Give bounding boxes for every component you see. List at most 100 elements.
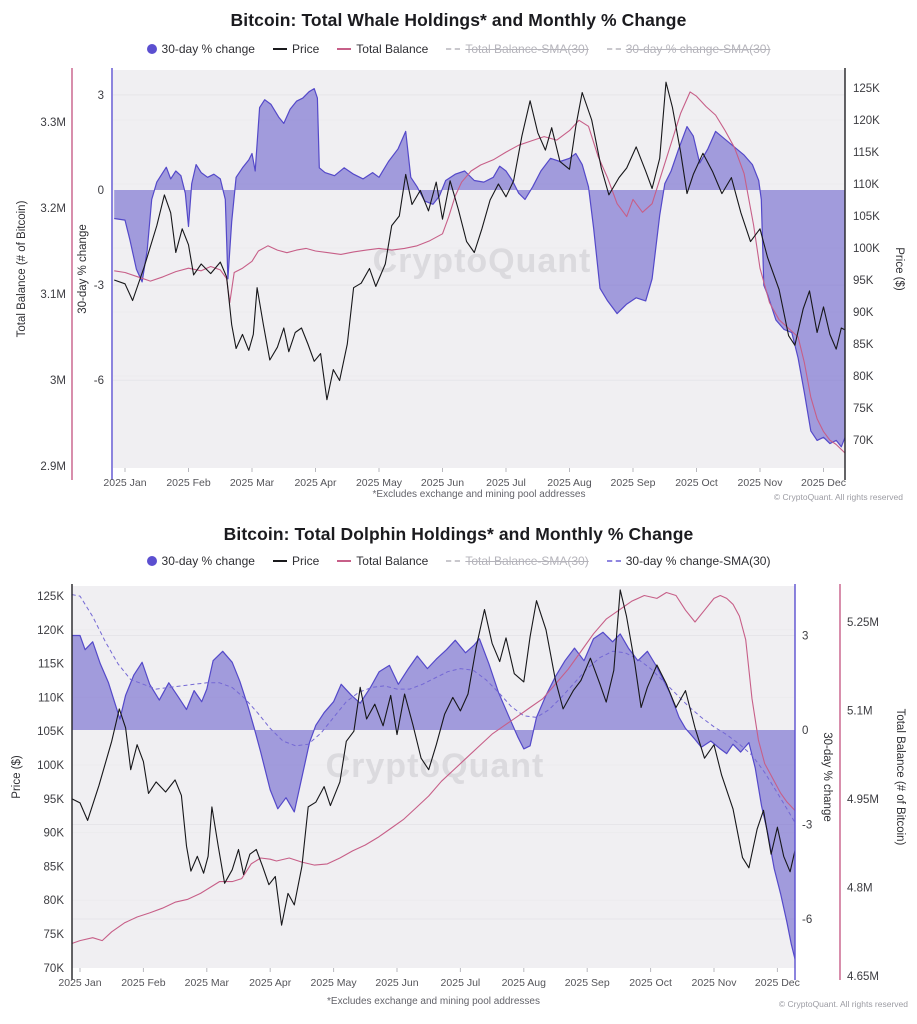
pct-change-tick-label: -3: [802, 820, 812, 832]
total-balance-tick-label: 3.3M: [40, 117, 66, 129]
plot-background: [113, 70, 845, 468]
legend-item-total-balance-sma-30-[interactable]: Total Balance-SMA(30): [446, 554, 589, 568]
price-tick-label: 125K: [37, 591, 64, 603]
x-tick-label: 2025 Feb: [121, 977, 166, 989]
legend-label: Total Balance-SMA(30): [465, 554, 589, 568]
pct-change-axis-title: 30-day % change: [821, 732, 833, 822]
price-tick-label: 85K: [853, 339, 874, 351]
price-tick-label: 70K: [44, 963, 65, 975]
x-tick-label: 2025 Aug: [547, 477, 592, 489]
price-tick-label: 115K: [853, 147, 879, 159]
x-tick-label: 2025 Nov: [692, 977, 738, 989]
price-tick-label: 115K: [38, 659, 64, 671]
pct-change-tick-label: 0: [98, 185, 104, 197]
cryptoquant-watermark: CryptoQuant: [326, 747, 545, 785]
price-tick-label: 120K: [37, 625, 64, 637]
legend-marker-line-icon: [272, 560, 287, 562]
legend-label: 30-day % change: [161, 42, 255, 56]
legend-marker-dot-icon: [146, 556, 157, 566]
pct-change-tick-label: -6: [94, 375, 104, 387]
total-balance-line: [72, 591, 795, 945]
price-tick-label: 85K: [44, 861, 65, 873]
legend-marker-line-icon: [337, 48, 352, 50]
pct-change-tick-label: 3: [98, 90, 104, 102]
x-tick-label: 2025 Jan: [58, 977, 101, 989]
price-tick-label: 75K: [44, 929, 65, 941]
legend-item-30-day-change[interactable]: 30-day % change: [146, 42, 255, 56]
price-tick-label: 95K: [853, 275, 874, 287]
cryptoquant-watermark: CryptoQuant: [373, 242, 592, 280]
price-tick-label: 100K: [853, 243, 880, 255]
x-tick-label: 2025 May: [311, 977, 358, 989]
legend-label: Price: [291, 42, 320, 56]
legend-marker-dashed-icon: [606, 48, 621, 50]
legend-label: 30-day % change: [161, 554, 255, 568]
price-tick-label: 70K: [853, 435, 874, 447]
total-balance-tick-label: 4.95M: [847, 794, 879, 806]
dolphin-chart-legend: 30-day % change Price Total Balance Total B…: [0, 554, 917, 568]
dolphin-chart-canvas[interactable]: CryptoQuant 125K 120K 115K 110K 105K 100K 95K 90…: [0, 510, 917, 1024]
total-balance-axis-title: Total Balance (# of Bitcoin): [894, 709, 906, 846]
legend-item-total-balance[interactable]: Total Balance: [337, 42, 428, 56]
legend-marker-line-icon: [272, 48, 287, 50]
total-balance-tick-label: 4.65M: [847, 971, 879, 983]
total-balance-tick-label: 3.2M: [40, 203, 66, 215]
x-tick-label: 2025 Mar: [185, 977, 230, 989]
dolphin-chart-copyright: © CryptoQuant. All rights reserved: [778, 999, 908, 1009]
x-tick-label: 2025 Sep: [565, 977, 610, 989]
price-axis-title: Price ($): [893, 247, 905, 291]
total-balance-axis-title: Total Balance (# of Bitcoin): [16, 200, 28, 337]
whale-chart-canvas[interactable]: CryptoQuant 3.3M 3.2M 3.1M 3M 2.9M Total Balan…: [0, 0, 917, 510]
whale-chart-footnote: *Excludes exchange and mining pool addre…: [372, 489, 586, 500]
price-line: [72, 589, 795, 926]
total-balance-tick-label: 5.25M: [847, 617, 879, 629]
x-tick-label: 2025 Apr: [249, 977, 292, 989]
legend-item-30-day-change-sma-30-[interactable]: 30-day % change-SMA(30): [606, 42, 771, 56]
legend-item-30-day-change[interactable]: 30-day % change: [146, 554, 255, 568]
total-balance-tick-label: 5.1M: [847, 706, 873, 718]
price-tick-label: 95K: [44, 794, 65, 806]
pct-change-tick-label: -6: [802, 914, 812, 926]
price-axis-title: Price ($): [11, 755, 23, 799]
price-line: [114, 81, 845, 401]
price-tick-label: 120K: [853, 115, 880, 127]
whale-chart-copyright: © CryptoQuant. All rights reserved: [773, 492, 903, 502]
pct-change-tick-label: 0: [802, 725, 808, 737]
legend-marker-dashed-icon: [606, 560, 621, 562]
legend-item-price[interactable]: Price: [272, 554, 319, 568]
pct-change-tick-label: 3: [802, 631, 808, 643]
x-tick-label: 2025 Jul: [441, 977, 481, 989]
price-tick-label: 105K: [37, 726, 64, 738]
x-tick-label: 2025 Dec: [801, 477, 846, 489]
x-tick-label: 2025 Oct: [675, 477, 718, 489]
total-balance-tick-label: 2.9M: [40, 461, 66, 473]
legend-item-total-balance[interactable]: Total Balance: [337, 554, 428, 568]
whale-chart-legend: 30-day % change Price Total Balance Total B…: [0, 42, 917, 56]
x-tick-label: 2025 Aug: [502, 977, 547, 989]
price-tick-label: 80K: [853, 371, 874, 383]
whale-chart-section: Bitcoin: Total Whale Holdings* and Month…: [0, 0, 917, 510]
legend-item-30-day-change-sma-30-[interactable]: 30-day % change-SMA(30): [606, 554, 771, 568]
x-tick-label: 2025 May: [356, 477, 403, 489]
x-tick-label: 2025 Mar: [230, 477, 275, 489]
price-tick-label: 90K: [853, 307, 874, 319]
dolphin-chart-footnote: *Excludes exchange and mining pool addre…: [327, 996, 540, 1007]
x-tick-label: 2025 Nov: [738, 477, 784, 489]
pct-change-line: [114, 88, 845, 448]
pct-change-line: [72, 631, 795, 961]
x-tick-label: 2025 Apr: [294, 477, 337, 489]
legend-marker-line-icon: [337, 560, 352, 562]
legend-marker-dashed-icon: [446, 48, 461, 50]
price-tick-label: 75K: [853, 403, 874, 415]
legend-label: 30-day % change-SMA(30): [625, 554, 771, 568]
legend-item-total-balance-sma-30-[interactable]: Total Balance-SMA(30): [446, 42, 589, 56]
total-balance-tick-label: 3.1M: [40, 289, 66, 301]
total-balance-tick-label: 4.8M: [847, 883, 873, 895]
price-tick-label: 80K: [44, 895, 65, 907]
legend-item-price[interactable]: Price: [272, 42, 320, 56]
x-tick-label: 2025 Sep: [611, 477, 656, 489]
legend-label: 30-day % change-SMA(30): [625, 42, 771, 56]
legend-label: Total Balance-SMA(30): [465, 42, 589, 56]
x-tick-label: 2025 Oct: [629, 977, 672, 989]
x-tick-label: 2025 Jun: [421, 477, 464, 489]
